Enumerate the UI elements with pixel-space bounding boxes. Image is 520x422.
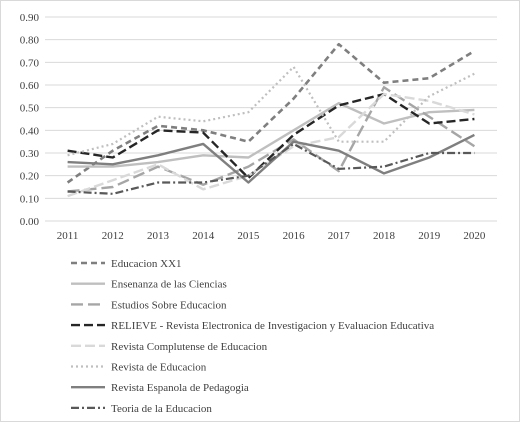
legend: Educacion XX1 Ensenanza de las Ciencias Es… <box>71 258 434 415</box>
y-tick-label: 0.60 <box>20 80 40 92</box>
y-tick-label: 0.00 <box>20 216 40 228</box>
y-tick-label: 0.50 <box>20 103 40 115</box>
y-tick-label: 0.80 <box>20 35 40 47</box>
legend-label-6: Revista de Educacion <box>111 362 207 374</box>
y-tick-label: 0.10 <box>20 193 40 205</box>
legend-label-1: Educacion XX1 <box>111 258 182 270</box>
series-line-8 <box>67 142 475 195</box>
x-tick-label: 2013 <box>147 230 170 242</box>
series-line-5 <box>67 92 475 198</box>
x-tick-label: 2020 <box>463 230 486 242</box>
y-tick-label: 0.20 <box>20 171 40 183</box>
x-tick-label: 2016 <box>283 230 306 242</box>
x-tick-label: 2011 <box>57 230 79 242</box>
y-tick-label: 0.90 <box>20 12 40 24</box>
series-lines <box>66 42 476 198</box>
series-line-7 <box>67 133 475 184</box>
x-tick-label: 2014 <box>192 230 215 242</box>
series-line-4 <box>67 92 475 180</box>
series-line-1 <box>66 42 476 184</box>
x-tick-label: 2017 <box>328 230 351 242</box>
legend-label-3: Estudios Sobre Educacion <box>111 299 227 311</box>
y-tick-label: 0.40 <box>20 125 40 137</box>
x-tick-label: 2019 <box>418 230 441 242</box>
series-line-3 <box>67 86 476 193</box>
legend-label-7: Revista Espanola de Pedagogia <box>111 382 249 394</box>
y-tick-label: 0.30 <box>20 148 40 160</box>
x-axis-ticks: 2011 2012 2013 2014 2015 2016 2017 2018 2019 2020 <box>57 230 486 242</box>
x-tick-label: 2018 <box>373 230 396 242</box>
y-axis-ticks: 0.00 0.10 0.20 0.30 0.40 0.50 0.60 0.70 0.80 0.90 <box>20 12 40 228</box>
x-tick-label: 2012 <box>102 230 124 242</box>
legend-label-5: Revista Complutense de Educacion <box>111 341 268 353</box>
legend-label-2: Ensenanza de las Ciencias <box>111 279 227 291</box>
legend-label-8: Teoria de la Educacion <box>111 403 212 415</box>
y-tick-label: 0.70 <box>20 57 40 69</box>
legend-label-4: RELIEVE - Revista Electronica de Investi… <box>111 320 434 332</box>
x-tick-label: 2015 <box>237 230 260 242</box>
